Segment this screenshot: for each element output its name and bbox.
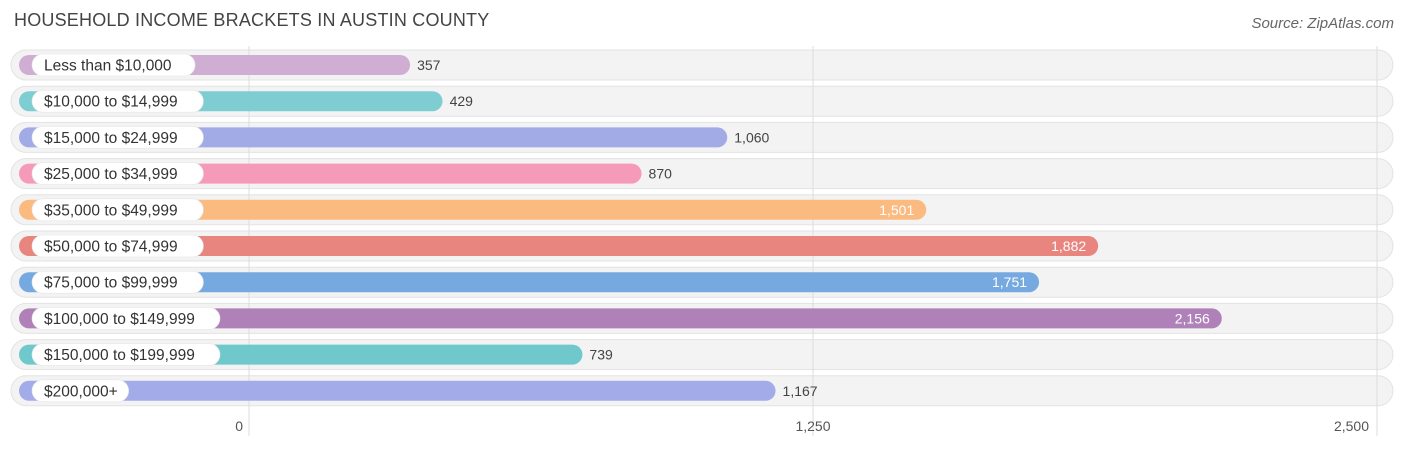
value-label: 1,501	[879, 202, 914, 218]
category-label-bg	[31, 234, 204, 258]
bar	[19, 380, 776, 401]
category-label: $200,000+	[44, 383, 118, 400]
x-tick-label: 0	[235, 418, 243, 434]
category-label-bg	[31, 379, 129, 403]
value-label: 1,751	[992, 274, 1027, 290]
value-label: 870	[649, 166, 673, 182]
category-label: $35,000 to $49,999	[44, 202, 178, 219]
x-tick-label: 2,500	[1334, 418, 1369, 434]
value-label: 1,060	[734, 129, 769, 145]
category-label: Less than $10,000	[44, 58, 172, 75]
source-label: Source: ZipAtlas.com	[1251, 15, 1394, 32]
value-label: 2,156	[1175, 310, 1210, 326]
bar	[19, 272, 1040, 293]
category-label-bg	[31, 53, 196, 77]
category-label: $100,000 to $149,999	[44, 311, 195, 328]
value-label: 1,882	[1051, 238, 1086, 254]
value-label: 739	[589, 347, 613, 363]
category-label: $50,000 to $74,999	[44, 239, 178, 256]
category-label: $15,000 to $24,999	[44, 130, 178, 147]
category-label: $25,000 to $34,999	[44, 166, 178, 183]
category-label-bg	[31, 126, 204, 149]
category-label-bg	[31, 307, 221, 330]
category-label-bg	[31, 162, 204, 185]
bar	[19, 199, 927, 220]
value-label: 357	[417, 57, 441, 73]
category-label: $10,000 to $14,999	[44, 94, 178, 111]
bar	[19, 236, 1099, 256]
bar	[19, 308, 1222, 329]
category-label-bg	[31, 89, 204, 113]
category-label-bg	[31, 343, 221, 366]
category-label: $75,000 to $99,999	[44, 275, 178, 292]
category-label: $150,000 to $199,999	[44, 347, 195, 364]
chart-title: HOUSEHOLD INCOME BRACKETS IN AUSTIN COUN…	[14, 10, 490, 30]
x-tick-label: 1,250	[795, 418, 830, 434]
category-label-bg	[31, 270, 204, 294]
value-label: 429	[450, 93, 474, 109]
value-label: 1,167	[783, 383, 818, 399]
category-label-bg	[31, 198, 204, 222]
